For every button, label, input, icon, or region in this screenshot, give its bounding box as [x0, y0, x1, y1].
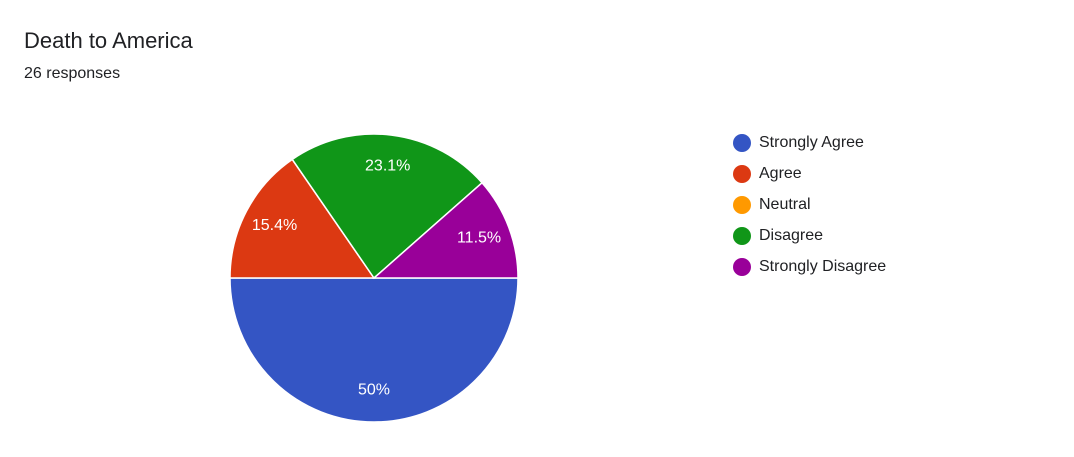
legend-label: Strongly Agree: [759, 134, 864, 151]
legend-swatch: [733, 165, 751, 183]
legend-label: Disagree: [759, 227, 823, 244]
chart-title: Death to America: [24, 28, 194, 53]
slice-label: 23.1%: [365, 158, 410, 175]
chart-subtitle: 26 responses: [24, 65, 120, 82]
pie-slice: [291, 133, 484, 280]
pie-slice: [229, 277, 519, 423]
slice-label: 11.5%: [457, 230, 501, 247]
legend-swatch: [733, 134, 751, 152]
pie-slice: [229, 158, 376, 279]
slice-label: 15.4%: [252, 217, 297, 234]
slice-label: 50%: [358, 382, 390, 399]
legend-swatch: [733, 196, 751, 214]
legend-swatch: [733, 227, 751, 245]
pie-slice: [372, 181, 519, 279]
legend-label: Neutral: [759, 196, 811, 213]
legend-label: Strongly Disagree: [759, 258, 886, 275]
legend-label: Agree: [759, 165, 802, 182]
legend-swatch: [733, 258, 751, 276]
